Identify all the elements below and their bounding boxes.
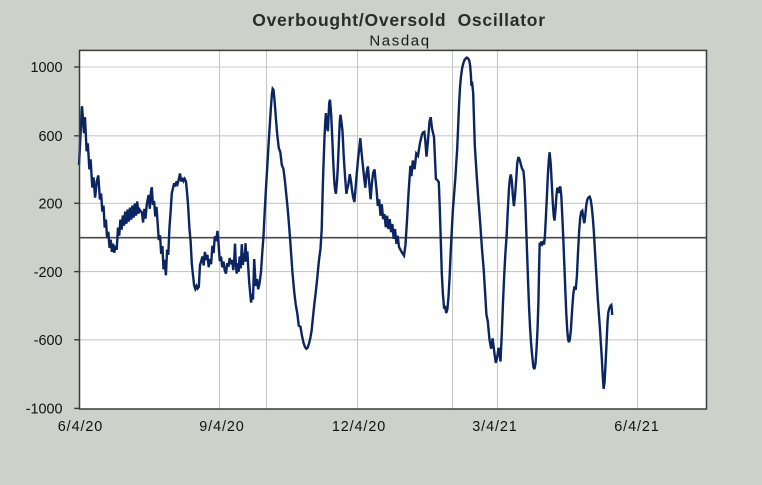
svg-text:Overbought/Oversold Oscillato: Overbought/Oversold Oscillator bbox=[252, 10, 546, 30]
svg-text:12/4/20: 12/4/20 bbox=[332, 419, 386, 435]
svg-text:6/4/20: 6/4/20 bbox=[58, 419, 103, 435]
svg-text:-1000: -1000 bbox=[26, 402, 63, 418]
svg-text:-200: -200 bbox=[34, 265, 63, 281]
svg-text:600: 600 bbox=[38, 129, 62, 145]
svg-text:1000: 1000 bbox=[30, 60, 62, 76]
svg-text:3/4/21: 3/4/21 bbox=[472, 419, 517, 435]
svg-text:9/4/20: 9/4/20 bbox=[199, 419, 244, 435]
svg-text:Nasdaq: Nasdaq bbox=[369, 33, 430, 50]
svg-text:6/4/21: 6/4/21 bbox=[614, 419, 659, 435]
svg-text:-600: -600 bbox=[34, 333, 63, 349]
svg-text:200: 200 bbox=[38, 197, 62, 213]
